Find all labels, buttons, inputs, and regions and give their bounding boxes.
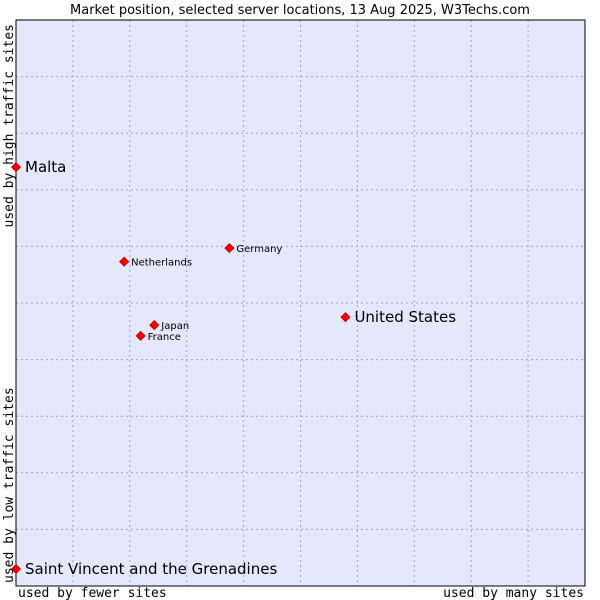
data-point-japan: Japan <box>149 320 189 332</box>
data-point-malta: Malta <box>10 158 66 176</box>
grid-lines <box>16 20 585 586</box>
x-axis-low-label: used by fewer sites <box>18 586 167 600</box>
chart-title: Market position, selected server locatio… <box>70 3 530 18</box>
data-point-saint-vincent-and-the-grenadines: Saint Vincent and the Grenadines <box>10 560 277 578</box>
point-marker <box>224 243 235 254</box>
data-point-france: France <box>135 330 181 343</box>
plot-border <box>15 19 586 587</box>
data-point-united-states: United States <box>340 308 456 326</box>
point-label: Japan <box>160 321 189 332</box>
point-marker <box>149 320 160 331</box>
data-point-germany: Germany <box>224 243 282 255</box>
point-marker <box>119 256 130 267</box>
point-label: Saint Vincent and the Grenadines <box>25 560 277 578</box>
point-label: Netherlands <box>131 258 192 269</box>
point-label: France <box>148 332 181 343</box>
data-point-netherlands: Netherlands <box>119 256 192 269</box>
point-marker <box>10 563 22 575</box>
point-marker <box>340 312 351 323</box>
y-axis-high-label: used by high traffic sites <box>2 24 17 228</box>
point-marker <box>135 330 146 341</box>
data-points: Malta Germany Netherlands United States Japa… <box>10 158 456 578</box>
point-label: United States <box>354 308 456 326</box>
y-axis-low-label: used by low traffic sites <box>2 387 17 583</box>
point-marker <box>10 162 22 173</box>
x-axis-high-label: used by many sites <box>443 586 584 600</box>
point-label: Germany <box>236 244 282 255</box>
point-label: Malta <box>25 158 66 176</box>
